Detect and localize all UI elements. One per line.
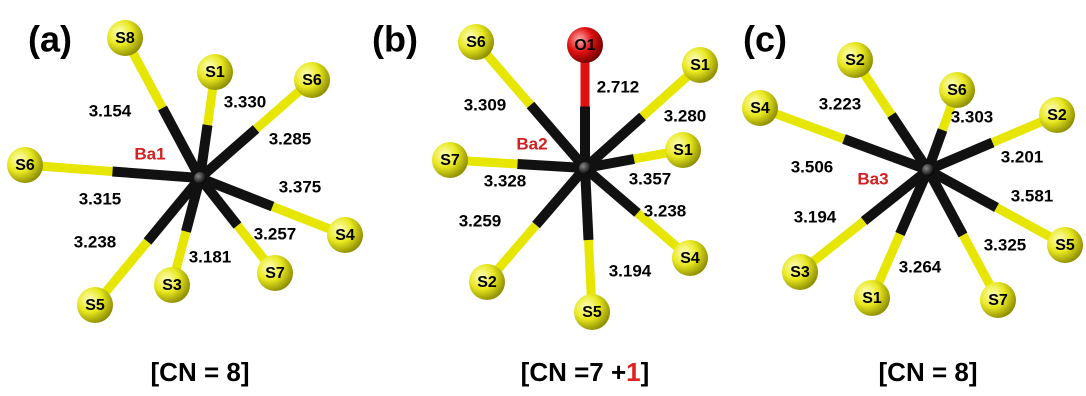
atom-label: S7 bbox=[988, 292, 1008, 309]
bond-length: 3.375 bbox=[279, 177, 322, 196]
bond-length: 3.194 bbox=[794, 207, 837, 226]
caption-part: [CN = 8] bbox=[879, 357, 978, 387]
panel-label: (c) bbox=[743, 19, 787, 60]
atom-label: S2 bbox=[845, 52, 865, 69]
center-label: Ba1 bbox=[134, 144, 165, 163]
bond-length: 3.238 bbox=[74, 232, 117, 251]
panel-label: (a) bbox=[28, 19, 72, 60]
panel-label: (b) bbox=[372, 19, 418, 60]
atom-label: S4 bbox=[335, 227, 355, 244]
caption-part: ] bbox=[641, 357, 650, 387]
panel: (b)S63.309O12.712S13.280S73.328S13.357S2… bbox=[372, 19, 718, 387]
bond-length: 2.712 bbox=[597, 77, 640, 96]
bond-inner bbox=[113, 172, 201, 179]
caption-part: [CN =7 + bbox=[521, 357, 627, 387]
panel: (c) S2 3.223 S6 3.303 S2 3.201 S4 3.506 S5 3.581 S3… bbox=[742, 19, 1083, 387]
atom-label: S2 bbox=[477, 274, 497, 291]
bond-length: 3.264 bbox=[899, 257, 942, 276]
atom-label: S5 bbox=[582, 304, 602, 321]
bond-length: 3.357 bbox=[629, 169, 672, 188]
center-atom bbox=[194, 172, 206, 184]
atom-label: S1 bbox=[673, 142, 693, 159]
atom-label: S3 bbox=[162, 277, 182, 294]
atom-label: S6 bbox=[15, 157, 35, 174]
center-atom bbox=[922, 164, 934, 176]
center-atom bbox=[579, 162, 591, 174]
center-label: Ba2 bbox=[516, 134, 547, 153]
bond-length: 3.259 bbox=[459, 211, 502, 230]
atom-label: S4 bbox=[750, 100, 770, 117]
bond-length: 3.309 bbox=[464, 95, 507, 114]
panel: (a) S8 3.154 S1 3.330 S6 3.285 S6 3.315 S4 3.375 S5… bbox=[7, 19, 363, 387]
bond-inner bbox=[585, 168, 589, 240]
atom-label: S1 bbox=[205, 64, 225, 81]
figure: (a) S8 3.154 S1 3.330 S6 3.285 S6 3.315 S4 3.375 S5… bbox=[0, 0, 1086, 396]
bond-length: 3.154 bbox=[89, 101, 132, 120]
bond-length: 3.285 bbox=[269, 129, 312, 148]
bond-length: 3.181 bbox=[189, 247, 232, 266]
caption-part: 1 bbox=[626, 357, 640, 387]
atom-label: S1 bbox=[690, 57, 710, 74]
atom-label: S2 bbox=[1047, 107, 1067, 124]
bond-length: 3.201 bbox=[1001, 147, 1044, 166]
bond-inner bbox=[536, 168, 585, 225]
atom-label: S6 bbox=[947, 82, 967, 99]
center-label: Ba3 bbox=[857, 169, 888, 188]
bond-length: 3.194 bbox=[609, 261, 652, 280]
bond-length: 3.506 bbox=[791, 157, 834, 176]
caption: [CN = 8] bbox=[151, 357, 250, 387]
atom-label: S7 bbox=[265, 265, 285, 282]
caption: [CN =7 +1] bbox=[521, 357, 650, 387]
atom-label: S4 bbox=[680, 250, 700, 267]
bond-length: 3.330 bbox=[224, 92, 267, 111]
bond-length: 3.280 bbox=[664, 106, 707, 125]
bond-length: 3.328 bbox=[484, 171, 527, 190]
atom-label: S5 bbox=[1055, 237, 1075, 254]
bond-length: 3.238 bbox=[644, 201, 687, 220]
atom-label: S7 bbox=[440, 152, 460, 169]
bond-length: 3.315 bbox=[79, 189, 122, 208]
bond-length: 3.303 bbox=[951, 107, 994, 126]
bond-length: 3.325 bbox=[984, 235, 1027, 254]
atom-label: S6 bbox=[466, 34, 486, 51]
caption-part: [CN = 8] bbox=[151, 357, 250, 387]
caption: [CN = 8] bbox=[879, 357, 978, 387]
atom-label: S5 bbox=[85, 297, 105, 314]
bond-length: 3.581 bbox=[1011, 186, 1054, 205]
atom-label: S3 bbox=[790, 264, 810, 281]
atom-label: S6 bbox=[302, 72, 322, 89]
atom-label: S8 bbox=[115, 30, 135, 47]
bond-length: 3.223 bbox=[819, 94, 862, 113]
bond-length: 3.257 bbox=[254, 224, 297, 243]
bond-inner bbox=[163, 108, 201, 178]
atom-label: S1 bbox=[862, 290, 882, 307]
bond-inner bbox=[518, 164, 586, 168]
atom-label: O1 bbox=[574, 37, 595, 54]
